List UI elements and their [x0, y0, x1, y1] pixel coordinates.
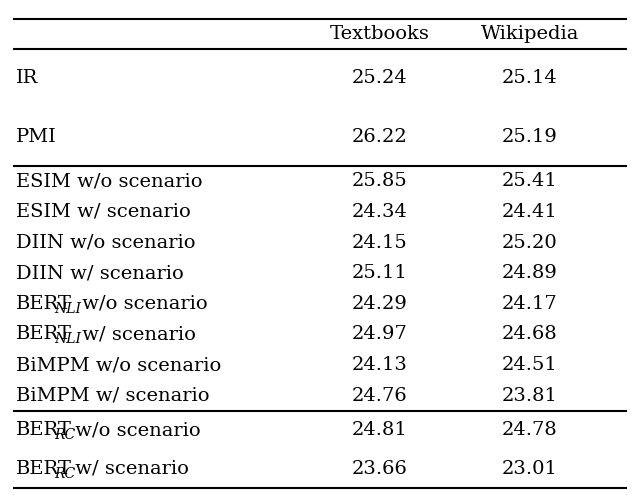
Text: 24.78: 24.78	[502, 421, 558, 439]
Text: w/ scenario: w/ scenario	[76, 325, 195, 343]
Text: 24.51: 24.51	[502, 356, 558, 374]
Text: DIIN w/o scenario: DIIN w/o scenario	[16, 234, 195, 251]
Text: ESIM w/o scenario: ESIM w/o scenario	[16, 172, 202, 190]
Text: ESIM w/ scenario: ESIM w/ scenario	[16, 203, 191, 221]
Text: BiMPM w/o scenario: BiMPM w/o scenario	[16, 356, 221, 374]
Text: 24.17: 24.17	[502, 295, 558, 313]
Text: 24.97: 24.97	[352, 325, 408, 343]
Text: RC: RC	[54, 428, 76, 442]
Text: RC: RC	[54, 467, 76, 481]
Text: 24.13: 24.13	[352, 356, 408, 374]
Text: 24.81: 24.81	[352, 421, 408, 439]
Text: 25.41: 25.41	[502, 172, 558, 190]
Text: DIIN w/ scenario: DIIN w/ scenario	[16, 264, 184, 282]
Text: PMI: PMI	[16, 128, 57, 146]
Text: BERT: BERT	[16, 421, 72, 439]
Text: w/o scenario: w/o scenario	[69, 421, 200, 439]
Text: 23.81: 23.81	[502, 387, 558, 405]
Text: 24.15: 24.15	[352, 234, 408, 251]
Text: 24.29: 24.29	[352, 295, 408, 313]
Text: BERT: BERT	[16, 295, 72, 313]
Text: Wikipedia: Wikipedia	[481, 25, 579, 43]
Text: 24.34: 24.34	[352, 203, 408, 221]
Text: w/o scenario: w/o scenario	[76, 295, 207, 313]
Text: 26.22: 26.22	[352, 128, 408, 146]
Text: 24.89: 24.89	[502, 264, 558, 282]
Text: IR: IR	[16, 69, 38, 87]
Text: w/ scenario: w/ scenario	[69, 460, 189, 478]
Text: 24.76: 24.76	[352, 387, 408, 405]
Text: 23.01: 23.01	[502, 460, 558, 478]
Text: 23.66: 23.66	[352, 460, 408, 478]
Text: BiMPM w/ scenario: BiMPM w/ scenario	[16, 387, 209, 405]
Text: BERT: BERT	[16, 460, 72, 478]
Text: NLI: NLI	[54, 302, 81, 316]
Text: 24.41: 24.41	[502, 203, 558, 221]
Text: 25.24: 25.24	[352, 69, 408, 87]
Text: 24.68: 24.68	[502, 325, 558, 343]
Text: BERT: BERT	[16, 325, 72, 343]
Text: 25.11: 25.11	[352, 264, 408, 282]
Text: Textbooks: Textbooks	[330, 25, 430, 43]
Text: NLI: NLI	[54, 332, 81, 346]
Text: 25.19: 25.19	[502, 128, 558, 146]
Text: 25.85: 25.85	[352, 172, 408, 190]
Text: 25.14: 25.14	[502, 69, 558, 87]
Text: 25.20: 25.20	[502, 234, 558, 251]
